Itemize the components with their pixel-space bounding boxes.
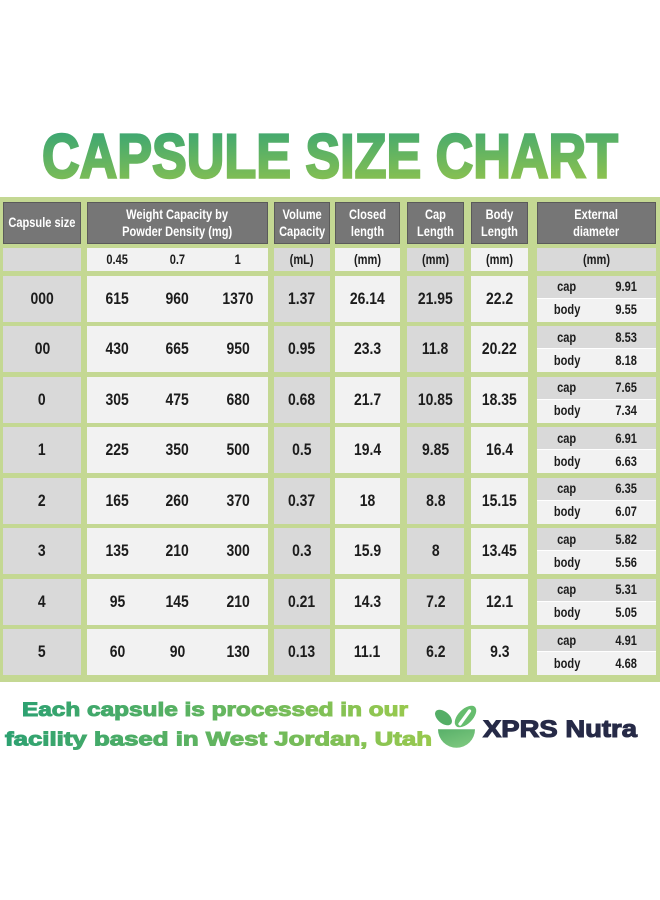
svg-text:facility based in West Jordan,: facility based in West Jordan, Utah: [5, 729, 432, 751]
svg-text:Each capsule is processed in o: Each capsule is processed in our: [22, 699, 409, 721]
svg-text:CAPSULE SIZE CHART: CAPSULE SIZE CHART: [42, 123, 618, 192]
svg-text:XPRS Nutra: XPRS Nutra: [483, 716, 637, 743]
